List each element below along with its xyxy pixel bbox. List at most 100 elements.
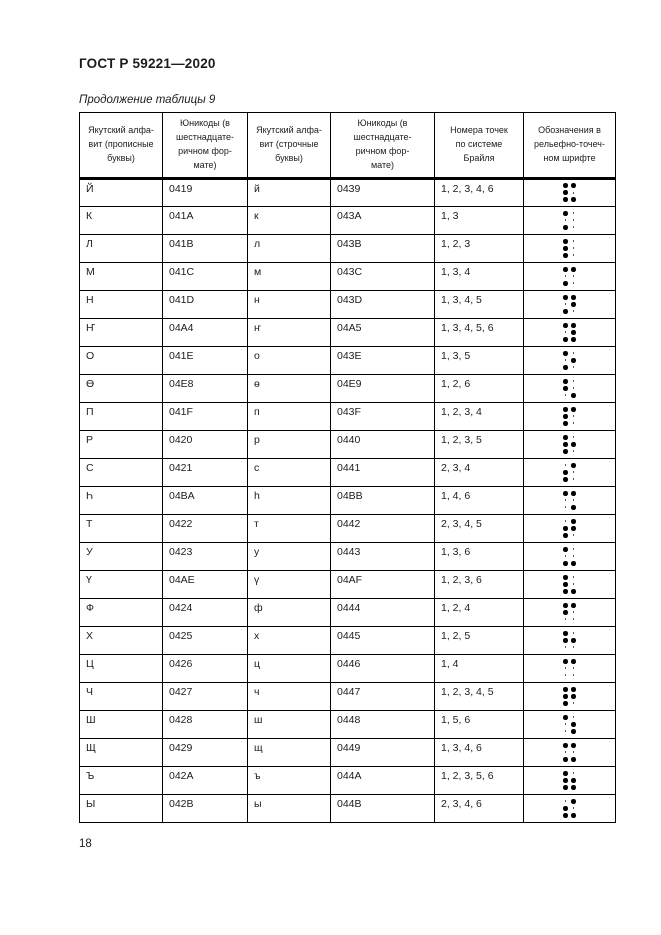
braille-dot-5-empty [572,555,575,558]
braille-pattern [563,658,576,678]
upper-code-cell: 0424 [162,597,248,627]
braille-pattern [563,183,576,203]
upper-code-cell: 041C [162,261,248,291]
lower-letter-cell: ъ [247,765,331,795]
lower-code-cell: 0447 [330,681,435,711]
braille-dot-3-filled [563,756,568,762]
lower-letter-cell: ө [247,373,331,403]
lower-letter-cell: о [247,345,331,375]
dot-numbers-cell: 1, 2, 3, 5 [434,429,524,459]
braille-dot-6-filled [571,728,576,734]
braille-dot-3-filled [563,197,568,203]
upper-code-cell: 0422 [162,513,248,543]
braille-dot-5-filled [571,301,576,307]
table-row: Н 041D н 043D 1, 3, 4, 5 [79,289,616,319]
braille-pattern [563,266,576,286]
lower-code-cell: 0446 [330,653,435,683]
dot-numbers-cell: 2, 3, 4, 5 [434,513,524,543]
dot-numbers-cell: 1, 3, 6 [434,541,524,571]
braille-pattern [563,210,576,230]
braille-dot-3-filled [563,280,568,286]
braille-pattern [563,518,576,538]
braille-pattern [563,294,576,314]
braille-dot-2-filled [563,525,568,531]
upper-code-cell: 0425 [162,625,248,655]
table-row: Ү 04AE ү 04AF 1, 2, 3, 6 [79,569,616,599]
braille-dot-4-filled [571,490,576,496]
upper-letter-cell: К [79,205,163,235]
lower-code-cell: 0440 [330,429,435,459]
lower-code-cell: 043D [330,289,435,319]
braille-dot-2-filled [563,245,568,251]
upper-code-cell: 0428 [162,709,248,739]
lower-letter-cell: щ [247,737,331,767]
braille-pattern [563,770,576,790]
upper-letter-cell: У [79,541,163,571]
dot-numbers-cell: 1, 2, 3 [434,233,524,263]
lower-code-cell: 043F [330,401,435,431]
upper-code-cell: 0420 [162,429,248,459]
header-unicode-uppercase: Юникоды (в шестнадцате- ричном фор- мате… [162,112,248,180]
braille-cell [523,345,616,375]
header-braille-designation: Обозначения в рельефно-точеч- ном шрифте [523,112,616,180]
braille-dot-2-filled [563,385,568,391]
upper-letter-cell: М [79,261,163,291]
upper-code-cell: 041B [162,233,248,263]
lower-letter-cell: ш [247,709,331,739]
braille-dot-3-filled [563,252,568,258]
dot-numbers-cell: 1, 3, 4, 5 [434,289,524,319]
dot-numbers-cell: 1, 2, 4 [434,597,524,627]
braille-dot-3-empty [564,646,567,649]
header-unicode-lowercase: Юникоды (в шестнадцате- ричном фор- мате… [330,112,435,180]
braille-pattern [563,462,576,482]
upper-letter-cell: Ф [79,597,163,627]
braille-dot-6-filled [571,504,576,510]
dot-numbers-cell: 1, 2, 3, 6 [434,569,524,599]
braille-dot-6-empty [572,534,575,537]
table-row: Р 0420 р 0440 1, 2, 3, 5 [79,429,616,459]
upper-letter-cell: Х [79,625,163,655]
braille-dot-1-filled [563,183,568,189]
braille-pattern [563,686,576,706]
lower-code-cell: 043C [330,261,435,291]
braille-dot-4-empty [572,212,575,215]
dot-numbers-cell: 1, 3, 4, 5, 6 [434,317,524,347]
upper-letter-cell: Й [79,177,163,207]
braille-dot-6-filled [571,197,576,203]
braille-dot-2-empty [564,331,567,334]
braille-dot-1-filled [563,322,568,328]
braille-dot-1-filled [563,714,568,720]
upper-code-cell: 041A [162,205,248,235]
braille-dot-2-empty [564,555,567,558]
braille-dot-5-empty [572,219,575,222]
braille-dot-1-filled [563,686,568,692]
upper-code-cell: 042B [162,793,248,823]
braille-dot-2-filled [563,441,568,447]
upper-code-cell: 041D [162,289,248,319]
braille-dot-1-filled [563,378,568,384]
braille-cell [523,485,616,515]
braille-cell [523,401,616,431]
table-row: Ц 0426 ц 0446 1, 4 [79,653,616,683]
braille-dot-4-filled [571,406,576,412]
table-row: Ҥ 04A4 ҥ 04A5 1, 3, 4, 5, 6 [79,317,616,347]
braille-pattern [563,714,576,734]
braille-dot-3-filled [563,700,568,706]
lower-letter-cell: ы [247,793,331,823]
braille-dot-3-filled [563,532,568,538]
braille-dot-1-filled [563,770,568,776]
braille-dot-2-empty [564,723,567,726]
braille-dot-3-filled [563,364,568,370]
header-lowercase-letters: Якутский алфа- вит (строчные буквы) [247,112,331,180]
braille-cell [523,513,616,543]
braille-dot-5-filled [571,637,576,643]
braille-dot-3-filled [563,224,568,230]
lower-code-cell: 044B [330,793,435,823]
upper-letter-cell: Ү [79,569,163,599]
table-header-row: Якутский алфа- вит (прописные буквы) Юни… [79,112,616,180]
lower-code-cell: 043A [330,205,435,235]
braille-dot-6-empty [572,254,575,257]
braille-dot-5-empty [572,387,575,390]
lower-code-cell: 04BB [330,485,435,515]
braille-dot-5-empty [572,247,575,250]
